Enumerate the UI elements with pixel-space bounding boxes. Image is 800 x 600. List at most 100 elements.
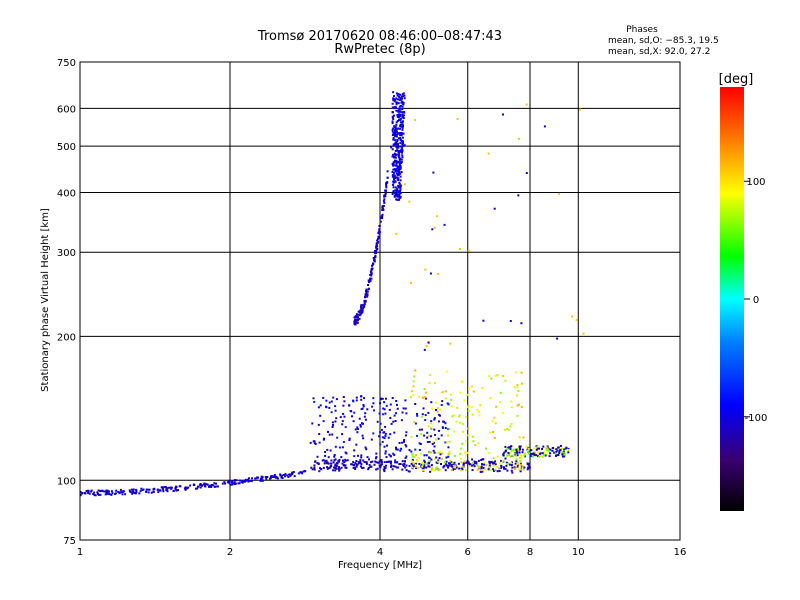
point-f1-cusp-trace-o (425, 466, 428, 469)
point-x-mode-echoes (490, 377, 493, 380)
point-f2-spread-echo (395, 131, 398, 133)
point-scattered-low-echoes (319, 414, 322, 417)
point-x-mode-echoes (428, 451, 431, 454)
point-f1-cusp-trace-o (329, 466, 332, 469)
point-f2-rising-trace-o (378, 232, 381, 235)
point-x-mode-echoes (440, 457, 443, 460)
point-x-mode-echoes (518, 467, 521, 470)
point-f1-cusp-trace-o (445, 464, 448, 467)
point-f1-cusp-trace-o (392, 465, 395, 468)
point-f1-cusp-trace-o (330, 465, 333, 467)
point-f1-cusp-trace-o (510, 464, 513, 466)
point-f2-spread-echo (400, 158, 403, 161)
point-e-layer-trace (195, 487, 197, 490)
point-f1-cusp-trace-o (448, 462, 450, 465)
point-x-mode-echoes (516, 414, 519, 417)
point-scattered-low-echoes (391, 397, 394, 399)
point-scattered-low-echoes (401, 441, 404, 444)
point-f2-rising-trace-o (374, 254, 377, 257)
point-high-frequency-trace (556, 449, 559, 452)
point-f1-cusp-trace-o (377, 461, 380, 464)
point-e-layer-trace (205, 483, 208, 486)
point-scattered-low-echoes (396, 407, 399, 410)
point-f2-rising-trace-o (382, 207, 385, 210)
point-x-mode-echoes (424, 396, 427, 399)
point-f1-cusp-trace-o (334, 469, 337, 472)
x-tick-label: 2 (227, 547, 233, 558)
point-x-mode-echoes (465, 415, 468, 418)
point-high-frequency-trace (524, 452, 527, 455)
point-high-frequency-trace (541, 452, 544, 455)
point-f1-cusp-trace-o (510, 461, 513, 464)
point-f2-rising-trace-o (367, 279, 370, 282)
point-scattered-low-echoes (361, 422, 363, 425)
point-f2-spread-echo (396, 140, 399, 143)
point-x-mode-echoes (437, 407, 439, 410)
point-f2-rising-trace-o (366, 290, 369, 293)
point-f1-cusp-trace-o (338, 466, 340, 469)
point-f2-spread-echo (400, 98, 402, 101)
point-e-layer-trace (303, 470, 306, 473)
point-e-layer-trace (269, 477, 272, 480)
point-scattered-low-echoes (447, 428, 450, 431)
point-high-frequency-trace (508, 454, 511, 457)
point-f1-cusp-trace-o (480, 465, 483, 468)
point-e-layer-trace (241, 481, 244, 484)
point-f1-cusp-trace-o (379, 466, 382, 469)
point-f2-spread-echo (392, 143, 395, 146)
point-scattered-low-echoes (351, 415, 353, 418)
point-f2-rising-trace-o (366, 295, 369, 298)
point-f1-cusp-trace-o (498, 470, 501, 472)
point-sparse-echo (575, 318, 578, 321)
point-f1-cusp-trace-o (402, 465, 405, 467)
point-f1-cusp-trace-o (313, 466, 316, 469)
point-f1-cusp-trace-o (418, 463, 421, 465)
point-f2-spread-echo (401, 123, 404, 126)
point-scattered-low-echoes (352, 420, 355, 423)
point-f2-rising-trace-o (366, 293, 369, 296)
point-sparse-echo (403, 183, 406, 186)
point-sparse-echo (395, 232, 398, 235)
point-scattered-low-echoes (430, 420, 433, 423)
point-f2-spread-echo (401, 156, 404, 159)
point-f2-spread-echo (400, 140, 403, 143)
point-x-mode-echoes (467, 410, 470, 412)
point-f2-spread-echo (392, 190, 395, 193)
point-f2-spread-echo (393, 129, 396, 132)
point-f2-spread-echo (395, 144, 398, 147)
point-f2-rising-trace-o (364, 296, 366, 299)
point-high-frequency-trace (537, 447, 540, 450)
point-high-frequency-trace (529, 455, 532, 458)
point-scattered-low-echoes (381, 397, 384, 400)
point-f2-rising-trace-o (384, 192, 387, 195)
point-f2-spread-echo (397, 127, 400, 130)
point-scattered-low-echoes (383, 408, 386, 411)
point-scattered-low-echoes (433, 451, 436, 454)
point-x-mode-echoes (504, 379, 507, 382)
point-e-layer-trace (174, 487, 177, 490)
point-sparse-echo (427, 341, 430, 344)
point-e-layer-trace (152, 490, 155, 493)
point-x-mode-echoes (520, 371, 523, 374)
point-e-layer-trace (105, 490, 108, 493)
point-f2-spread-echo (391, 134, 394, 136)
point-high-frequency-trace (543, 453, 546, 456)
point-f1-cusp-trace-o (401, 460, 404, 463)
point-scattered-low-echoes (418, 428, 421, 431)
point-scattered-low-echoes (342, 412, 345, 415)
point-high-frequency-trace (528, 452, 530, 455)
point-scattered-low-echoes (383, 445, 386, 448)
point-e-layer-trace (185, 487, 188, 490)
point-x-mode-echoes (451, 415, 454, 418)
point-f1-cusp-trace-o (342, 464, 345, 467)
point-high-frequency-trace (532, 452, 535, 455)
point-scattered-low-echoes (355, 399, 358, 402)
point-scattered-low-echoes (418, 449, 421, 451)
point-x-mode-echoes (485, 463, 488, 466)
point-f1-cusp-trace-o (480, 459, 483, 461)
point-high-frequency-trace (543, 451, 545, 453)
point-x-mode-echoes (470, 405, 473, 408)
point-scattered-low-echoes (425, 454, 428, 457)
point-f1-cusp-trace-o (355, 460, 358, 462)
point-scattered-low-echoes (382, 407, 385, 410)
